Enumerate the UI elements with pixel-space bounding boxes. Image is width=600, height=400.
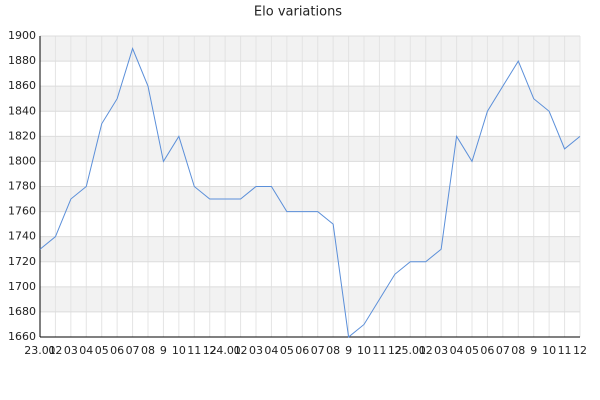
y-tick-label: 1820 [8,129,36,142]
y-tick-label: 1680 [8,305,36,318]
x-tick-label: 05 [280,344,294,357]
x-tick-label: 06 [110,344,124,357]
x-tick-label: 03 [434,344,448,357]
x-tick-label: 9 [530,344,537,357]
x-tick-label: 11 [187,344,201,357]
x-tick-label: 04 [450,344,464,357]
grid-band [40,86,580,112]
x-tick-label: 04 [264,344,278,357]
x-tick-label: 10 [172,344,186,357]
x-tick-label: 07 [311,344,325,357]
x-tick-label: 9 [160,344,167,357]
x-tick-label: 08 [141,344,155,357]
grid-band [40,36,580,62]
x-tick-label: 05 [95,344,109,357]
x-tick-label: 12 [203,344,217,357]
line-series [39,47,581,338]
y-tick-label: 1840 [8,104,36,117]
x-tick-label: 11 [372,344,386,357]
y-tick-label: 1780 [8,180,36,193]
x-tick-label: 03 [64,344,78,357]
x-tick-label: 23.01 [24,344,56,357]
x-tick-label: 06 [480,344,494,357]
x-tick-label: 04 [79,344,93,357]
y-tick-label: 1760 [8,205,36,218]
x-tick-label: 03 [249,344,263,357]
x-tick-label: 10 [357,344,371,357]
y-tick-label: 1740 [8,230,36,243]
y-tick-label: 1700 [8,280,36,293]
x-tick-label: 9 [345,344,352,357]
x-tick-label: 06 [295,344,309,357]
grid-band [40,286,580,312]
grid-band [40,136,580,162]
grid-band [40,236,580,262]
x-tick-label: 12 [573,344,587,357]
x-tick-label: 10 [542,344,556,357]
y-tick-label: 1900 [8,29,36,42]
x-tick-label: 02 [48,344,62,357]
x-tick-label: 05 [465,344,479,357]
y-tick-label: 1880 [8,54,36,67]
x-tick-label: 07 [496,344,510,357]
grid-band [40,186,580,212]
x-tick-label: 11 [558,344,572,357]
y-tick-label: 1800 [8,154,36,167]
x-tick-label: 12 [388,344,402,357]
y-tick-label: 1660 [8,330,36,343]
x-tick-label: 07 [126,344,140,357]
y-tick-label: 1860 [8,79,36,92]
x-tick-label: 02 [234,344,248,357]
x-tick-label: 08 [511,344,525,357]
x-tick-label: 02 [419,344,433,357]
chart-title: Elo variations [254,5,342,20]
y-tick-label: 1720 [8,255,36,268]
x-tick-label: 08 [326,344,340,357]
x-tick-label: 24.01 [209,344,241,357]
x-tick-label: 25.01 [395,344,427,357]
